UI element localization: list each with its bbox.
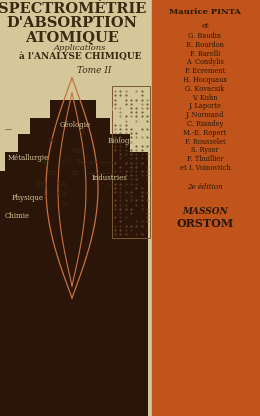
Text: 2e édition: 2e édition: [187, 183, 223, 191]
Text: SPECTROMÉTRIE: SPECTROMÉTRIE: [0, 2, 146, 16]
Bar: [0, 191, 148, 216]
Text: et: et: [201, 22, 209, 30]
Text: Maurice PINTA: Maurice PINTA: [169, 8, 241, 16]
Text: Fe: Fe: [48, 137, 56, 145]
Text: Physique: Physique: [12, 194, 44, 202]
Text: R. Bourdon: R. Bourdon: [186, 41, 224, 49]
Polygon shape: [54, 223, 90, 298]
Text: Applications: Applications: [54, 44, 106, 52]
Text: Mg: Mg: [36, 180, 48, 188]
Text: G. Kovacsik: G. Kovacsik: [185, 85, 225, 93]
Bar: [152, 0, 260, 416]
Text: Chimie: Chimie: [5, 212, 30, 220]
Text: H. Hocquaux: H. Hocquaux: [183, 76, 227, 84]
Text: F. Rousselet: F. Rousselet: [185, 138, 225, 146]
Bar: [0, 216, 148, 416]
Text: D'ABSORPTION: D'ABSORPTION: [6, 16, 138, 30]
Text: Cu: Cu: [47, 169, 57, 177]
Text: Ca: Ca: [57, 180, 67, 188]
Text: Al: Al: [79, 127, 86, 135]
Text: ATOMIQUE: ATOMIQUE: [25, 30, 119, 44]
Bar: [112, 86, 150, 238]
Text: Mn: Mn: [72, 147, 84, 155]
Text: Biologie: Biologie: [108, 137, 137, 145]
Text: —: —: [5, 126, 12, 132]
Text: F. Barelli: F. Barelli: [190, 50, 220, 57]
Text: J. Laporte: J. Laporte: [188, 102, 222, 110]
Bar: [0, 0, 152, 416]
Text: ORSTOM: ORSTOM: [176, 218, 234, 229]
Text: J. Normand: J. Normand: [186, 111, 224, 119]
Text: M.-E. Ropert: M.-E. Ropert: [183, 129, 227, 137]
Bar: [5, 152, 148, 171]
Bar: [50, 100, 96, 118]
Text: Ca: Ca: [57, 190, 67, 198]
Text: V. Kuhn: V. Kuhn: [192, 94, 218, 102]
Text: Ag: Ag: [40, 158, 50, 166]
Text: F. Thuillier: F. Thuillier: [187, 155, 223, 163]
Text: G. Baudin: G. Baudin: [188, 32, 222, 40]
Text: Zn: Zn: [70, 169, 80, 177]
Bar: [30, 118, 110, 134]
Text: Tome II: Tome II: [77, 66, 111, 75]
Text: P. Ecrement: P. Ecrement: [185, 67, 225, 75]
Text: Métallurgie: Métallurgie: [8, 154, 49, 162]
Text: Co: Co: [62, 158, 72, 166]
Text: Sr: Sr: [61, 200, 69, 208]
Text: et I. Voinovitch: et I. Voinovitch: [180, 164, 230, 172]
Text: Agriculture: Agriculture: [110, 105, 151, 113]
Text: S. Ryser: S. Ryser: [191, 146, 219, 154]
Text: Li: Li: [43, 190, 49, 198]
Text: Hg: Hg: [77, 158, 87, 166]
Text: Géologie: Géologie: [60, 121, 91, 129]
Text: Industries: Industries: [92, 174, 128, 182]
Text: à l'ANALYSE CHIMIQUE: à l'ANALYSE CHIMIQUE: [19, 52, 141, 61]
Text: A. Condylis: A. Condylis: [186, 58, 224, 67]
Bar: [0, 171, 148, 191]
Bar: [18, 134, 130, 152]
Text: C. Riandey: C. Riandey: [187, 120, 223, 128]
Text: MASSON: MASSON: [182, 207, 228, 216]
